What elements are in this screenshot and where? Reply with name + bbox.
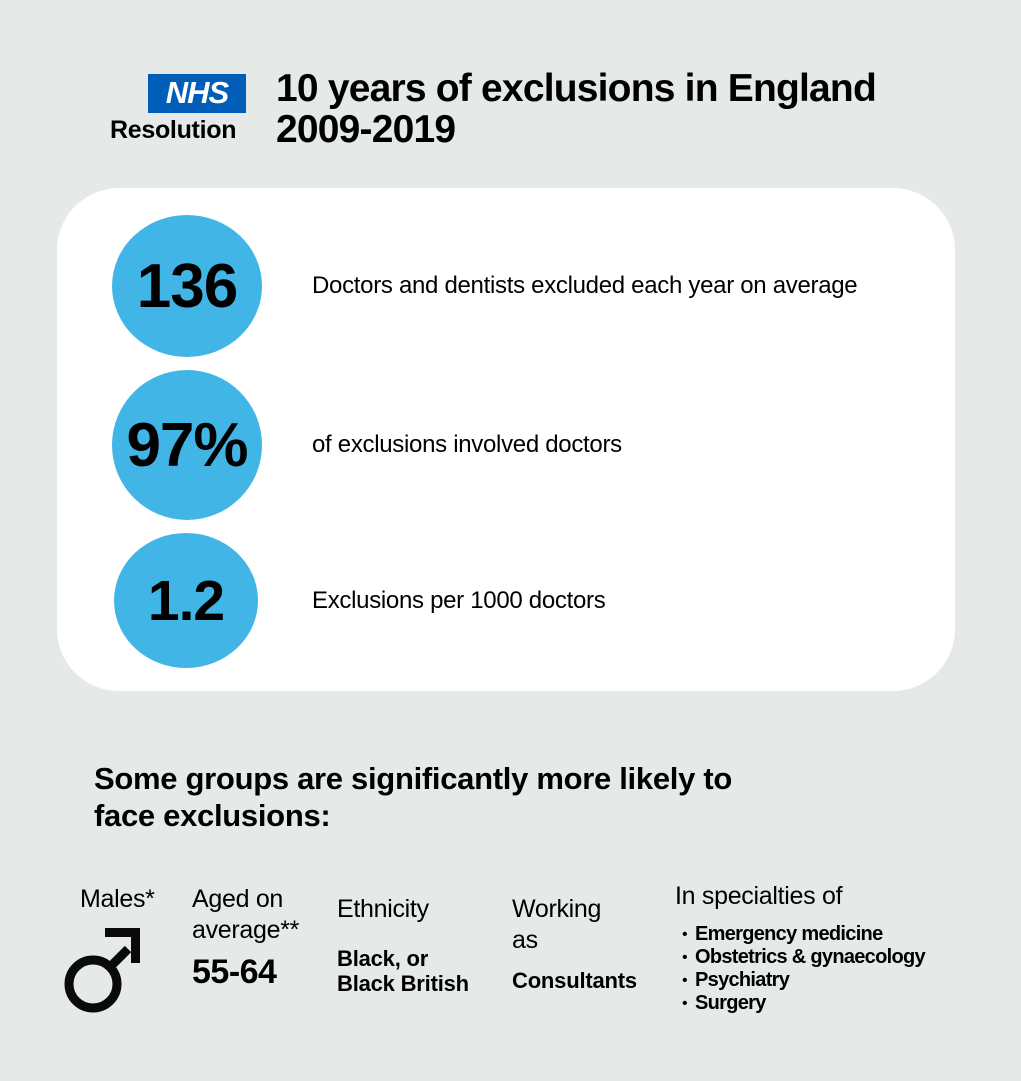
group-ethnicity-value: Black, or Black British <box>337 946 469 996</box>
group-working-as-value: Consultants <box>512 968 637 993</box>
list-item: • Emergency medicine <box>675 923 965 946</box>
page-title: 10 years of exclusions in England 2009-2… <box>276 67 877 151</box>
specialty-name: Obstetrics & gynaecology <box>695 946 926 968</box>
stat-value: 1.2 <box>147 568 225 633</box>
stat-label: Exclusions per 1000 doctors <box>312 586 606 614</box>
specialties-list: • Emergency medicine • Obstetrics & gyna… <box>675 923 965 1015</box>
bullet-icon: • <box>682 972 688 989</box>
group-ethnicity: Ethnicity Black, or Black British <box>337 894 487 996</box>
groups-heading-line2: face exclusions: <box>94 798 331 833</box>
logo-org-name: Resolution <box>110 116 237 144</box>
list-item: • Obstetrics & gynaecology <box>675 946 965 969</box>
group-age: Aged on average** 55-64 <box>192 884 314 992</box>
stat-circle-excluded-per-year: 136 <box>112 215 262 357</box>
stat-circle-rate-per-1000: 1.2 <box>114 533 258 668</box>
stat-circle-percent-doctors: 97% <box>112 370 262 520</box>
nhs-logo: NHS <box>148 74 246 113</box>
group-age-value: 55-64 <box>192 953 277 991</box>
male-symbol-icon <box>64 928 140 1013</box>
group-males-label: Males* <box>80 885 155 913</box>
group-specialties-label: In specialties of <box>675 882 843 910</box>
group-working-as: Working as Consultants <box>512 894 637 994</box>
page-title-line2: 2009-2019 <box>276 108 456 151</box>
stat-value: 97% <box>126 410 248 480</box>
nhs-logo-text: NHS <box>165 74 229 110</box>
stat-label: Doctors and dentists excluded each year … <box>312 272 858 299</box>
group-specialties: In specialties of • Emergency medicine •… <box>675 881 965 1015</box>
groups-section-heading: Some groups are significantly more likel… <box>94 760 732 834</box>
page-title-line1: 10 years of exclusions in England <box>276 67 877 110</box>
group-age-label: Aged on average** <box>192 885 300 944</box>
stat-value: 136 <box>136 251 238 321</box>
nhs-resolution-logo: NHS Resolution <box>110 74 246 145</box>
list-item: • Psychiatry <box>675 969 965 992</box>
specialty-name: Psychiatry <box>695 969 790 991</box>
stat-label: of exclusions involved doctors <box>312 431 622 458</box>
groups-heading-line1: Some groups are significantly more likel… <box>94 761 732 796</box>
bullet-icon: • <box>682 995 688 1012</box>
list-item: • Surgery <box>675 992 965 1015</box>
stats-card: 136 Doctors and dentists excluded each y… <box>57 188 955 691</box>
specialty-name: Surgery <box>695 992 766 1014</box>
specialty-name: Emergency medicine <box>695 923 883 945</box>
group-working-as-label: Working as <box>512 895 602 954</box>
group-males: Males* <box>80 884 155 915</box>
bullet-icon: • <box>682 949 688 966</box>
bullet-icon: • <box>682 926 688 943</box>
group-ethnicity-label: Ethnicity <box>337 895 429 923</box>
